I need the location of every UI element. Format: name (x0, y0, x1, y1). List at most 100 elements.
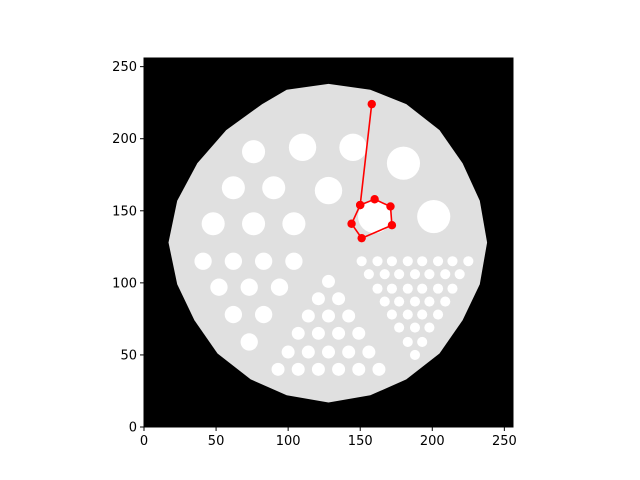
phantom-hole (285, 252, 303, 270)
phantom-hole (322, 274, 335, 288)
phantom-hole (332, 292, 346, 306)
x-tick-label: 200 (420, 434, 445, 449)
phantom-hole (339, 133, 367, 162)
phantom-hole (224, 305, 243, 324)
phantom-hole (358, 199, 392, 234)
phantom-hole (402, 309, 413, 320)
phantom-hole (342, 309, 356, 323)
phantom-hole (402, 256, 413, 267)
phantom-hole (210, 278, 228, 296)
phantom-hole (424, 269, 435, 280)
y-tick-label: 100 (112, 276, 137, 291)
y-tick-label: 150 (112, 204, 137, 219)
phantom-hole (281, 345, 295, 359)
phantom-hole (332, 362, 346, 376)
phantom-hole (402, 283, 413, 294)
phantom-hole (379, 296, 390, 307)
series-point (367, 99, 376, 109)
phantom-hole (440, 269, 451, 280)
y-tick-label: 200 (112, 132, 137, 147)
series-point (347, 219, 356, 228)
phantom-hole (386, 309, 397, 320)
y-tick-label: 50 (120, 348, 137, 363)
phantom-hole (433, 256, 444, 267)
phantom-hole (311, 362, 325, 376)
x-tick-label: 100 (276, 434, 301, 449)
phantom-hole (262, 176, 286, 200)
phantom-hole (409, 322, 421, 333)
phantom-hole (409, 269, 421, 280)
phantom-hole (372, 256, 383, 267)
phantom-hole (409, 296, 421, 307)
phantom-hole (242, 140, 266, 164)
phantom-hole (322, 309, 335, 323)
phantom-hole (463, 256, 474, 267)
series-point (357, 233, 366, 243)
phantom-hole (352, 326, 366, 340)
phantom-hole (386, 146, 421, 180)
y-tick-label: 250 (112, 60, 137, 75)
phantom-hole (201, 212, 225, 236)
phantom-hole (433, 309, 444, 320)
x-axis: 0 50 100 150 200 250 (140, 427, 517, 449)
plot-frame (143, 57, 514, 428)
phantom-hole (270, 278, 289, 296)
phantom-hole (342, 345, 356, 359)
phantom-hole (417, 309, 428, 320)
phantom-hole (440, 296, 451, 307)
series-point (370, 195, 379, 204)
phantom-hole (240, 278, 258, 296)
phantom-hole (394, 296, 405, 307)
phantom-hole (386, 256, 397, 267)
phantom-hole (271, 362, 285, 376)
phantom-hole (417, 283, 428, 294)
series-point (386, 202, 395, 211)
phantom-hole (352, 362, 366, 376)
phantom-hole (242, 212, 266, 236)
y-tick-label: 0 (129, 421, 137, 436)
phantom-hole (433, 283, 444, 294)
phantom-hole (288, 133, 317, 162)
phantom-hole (409, 349, 421, 360)
x-tick-label: 150 (348, 434, 373, 449)
phantom-hole (291, 326, 305, 340)
phantom-hole (322, 345, 335, 359)
phantom-hole (424, 296, 435, 307)
phantom-hole (417, 336, 428, 348)
phantom-hole (394, 269, 405, 280)
phantom-hole (417, 199, 451, 234)
phantom-hole (379, 269, 390, 280)
plot-area (143, 57, 514, 428)
x-tick-label: 50 (208, 434, 225, 449)
phantom-hole (447, 256, 458, 267)
phantom-hole (314, 176, 343, 205)
phantom-hole (301, 309, 315, 323)
x-tick-label: 0 (140, 434, 148, 449)
phantom-hole (240, 333, 258, 351)
phantom-hole (394, 322, 405, 333)
phantom-hole (282, 212, 306, 236)
phantom-hole (194, 252, 212, 270)
phantom-hole (363, 269, 374, 280)
phantom-hole (372, 283, 383, 294)
phantom-hole (254, 305, 273, 324)
phantom-hole (386, 283, 397, 294)
series-point (387, 221, 397, 230)
phantom-hole (221, 176, 245, 200)
phantom-hole (301, 345, 315, 359)
phantom-hole (224, 252, 243, 270)
phantom-hole (254, 252, 273, 270)
series-layer (347, 99, 397, 243)
phantom-hole (311, 326, 325, 340)
phantom-hole (356, 256, 367, 267)
phantom-hole (454, 269, 465, 280)
phantom-hole (424, 322, 435, 333)
series-point (356, 200, 365, 210)
phantom-hole (372, 362, 386, 376)
phantom-hole (291, 362, 305, 376)
phantom-hole (311, 292, 325, 306)
x-tick-label: 250 (492, 434, 517, 449)
phantom-hole (332, 326, 346, 340)
phantom-hole (447, 283, 458, 294)
